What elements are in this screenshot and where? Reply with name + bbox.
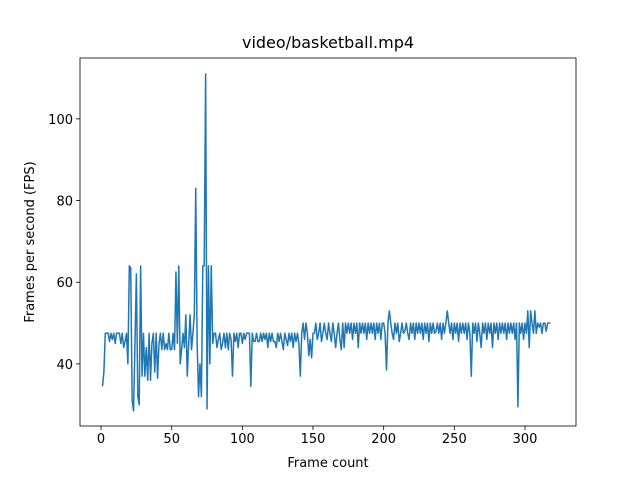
x-axis-label: Frame count [287, 456, 368, 471]
x-tick-label: 50 [163, 432, 180, 447]
y-tick-label: 80 [56, 195, 73, 210]
y-tick-label: 40 [56, 358, 73, 373]
y-axis-label: Frames per second (FPS) [23, 161, 38, 322]
y-tick-label: 100 [48, 113, 73, 128]
x-tick-label: 200 [371, 432, 396, 447]
x-tick-label: 150 [301, 432, 326, 447]
x-tick-label: 250 [442, 432, 467, 447]
plot-frame [79, 57, 577, 427]
x-tick-label: 300 [513, 432, 538, 447]
x-tick-label: 0 [97, 432, 105, 447]
x-tick-label: 100 [230, 432, 255, 447]
chart-title: video/basketball.mp4 [242, 33, 414, 52]
line-series [101, 73, 551, 412]
y-tick-label: 60 [56, 276, 73, 291]
